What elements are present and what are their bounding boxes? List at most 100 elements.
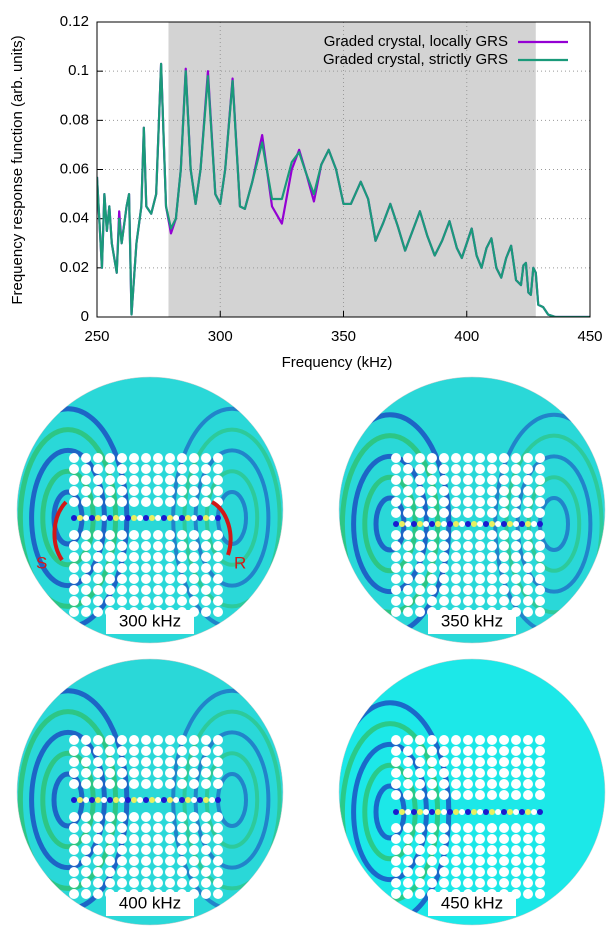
rod: [153, 779, 163, 789]
receiver-label: R: [234, 553, 246, 572]
rod: [415, 889, 425, 899]
rod: [439, 574, 449, 584]
guide-field: [525, 809, 531, 815]
rod: [93, 574, 103, 584]
guide-field: [203, 797, 209, 803]
rod: [415, 735, 425, 745]
rod: [511, 768, 521, 778]
rod: [69, 552, 79, 562]
rod: [415, 867, 425, 877]
guide-field: [393, 809, 399, 815]
rod: [81, 497, 91, 507]
rod: [487, 790, 497, 800]
guide-field: [525, 521, 531, 527]
rod: [141, 497, 151, 507]
rod: [475, 464, 485, 474]
rod: [499, 834, 509, 844]
rod: [487, 541, 497, 551]
guide-field: [125, 515, 131, 521]
rod: [451, 541, 461, 551]
rod: [415, 486, 425, 496]
rod: [463, 867, 473, 877]
rod: [165, 746, 175, 756]
rod: [391, 889, 401, 899]
rod: [153, 530, 163, 540]
rod: [535, 823, 545, 833]
rod: [511, 574, 521, 584]
rod: [475, 867, 485, 877]
guide-field: [113, 797, 119, 803]
rod: [475, 878, 485, 888]
rod: [189, 757, 199, 767]
guide-field: [161, 797, 167, 803]
rod: [201, 757, 211, 767]
guide-field: [167, 797, 173, 803]
plot-lines: [97, 62, 590, 317]
rod: [427, 834, 437, 844]
rod: [117, 779, 127, 789]
rod: [81, 768, 91, 778]
rod: [415, 453, 425, 463]
rod: [523, 845, 533, 855]
rod: [105, 812, 115, 822]
rod: [117, 768, 127, 778]
rod: [463, 596, 473, 606]
guide-field: [459, 521, 465, 527]
rod: [475, 497, 485, 507]
rod: [117, 453, 127, 463]
rod: [201, 497, 211, 507]
rod: [69, 823, 79, 833]
rod: [475, 823, 485, 833]
rod: [189, 530, 199, 540]
rod: [439, 779, 449, 789]
rod: [177, 530, 187, 540]
rod: [81, 878, 91, 888]
rod: [165, 845, 175, 855]
rod: [511, 779, 521, 789]
guide-field: [173, 797, 179, 803]
rod: [415, 757, 425, 767]
rod: [499, 768, 509, 778]
rod: [189, 834, 199, 844]
rod: [391, 497, 401, 507]
rod: [391, 867, 401, 877]
rod: [499, 486, 509, 496]
guide-field: [191, 515, 197, 521]
rod: [213, 607, 223, 617]
rod: [81, 607, 91, 617]
rod: [451, 585, 461, 595]
rod: [93, 779, 103, 789]
rod: [165, 486, 175, 496]
rod: [523, 453, 533, 463]
rod: [463, 497, 473, 507]
rod: [415, 779, 425, 789]
rod: [415, 790, 425, 800]
rod: [535, 486, 545, 496]
rod: [105, 768, 115, 778]
rod: [487, 585, 497, 595]
rod: [391, 878, 401, 888]
rod: [451, 746, 461, 756]
rod: [69, 856, 79, 866]
rod: [129, 475, 139, 485]
rod: [81, 475, 91, 485]
rod: [141, 475, 151, 485]
rod: [415, 746, 425, 756]
rod: [535, 768, 545, 778]
rod: [69, 453, 79, 463]
rod: [535, 856, 545, 866]
x-tick-label: 300: [208, 328, 233, 345]
rod: [427, 757, 437, 767]
rod: [487, 757, 497, 767]
rod: [117, 475, 127, 485]
rod: [403, 790, 413, 800]
rod: [165, 878, 175, 888]
guide-field: [137, 515, 143, 521]
rod: [165, 563, 175, 573]
guide-field: [489, 809, 495, 815]
rod: [403, 845, 413, 855]
guide-field: [471, 809, 477, 815]
rod: [475, 574, 485, 584]
rod: [427, 486, 437, 496]
